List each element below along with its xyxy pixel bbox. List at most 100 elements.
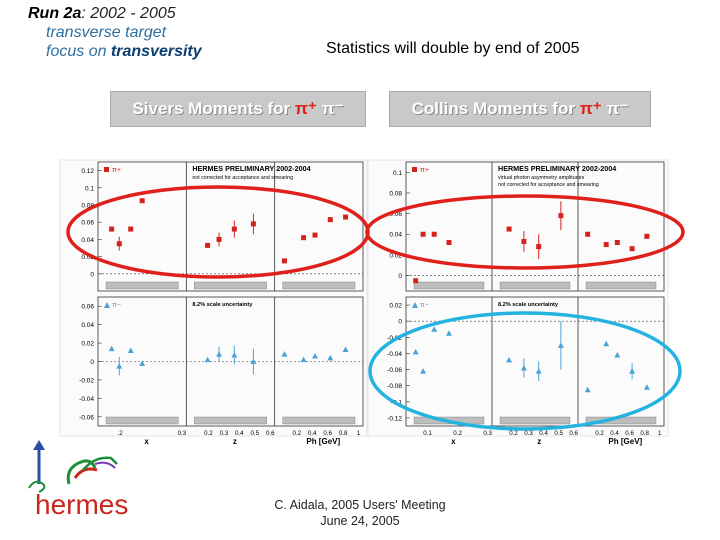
collins-point-pi-minus — [431, 326, 438, 332]
sivers-y-tick-label: 0.04 — [81, 322, 94, 329]
collins-point-pi-minus — [446, 330, 452, 336]
collins-point-pi-minus — [420, 368, 427, 374]
collins-point-pi-plus — [558, 213, 564, 219]
collins-y-tick-label: 0 — [398, 273, 402, 280]
collins-point-pi-plus — [585, 231, 591, 237]
collins-x-tick-label: 0.6 — [625, 430, 634, 437]
collins-x-axis-label: z — [537, 437, 541, 446]
collins-point-pi-plus — [413, 278, 419, 284]
collins-x-tick-label: 0.4 — [539, 430, 548, 437]
sivers-x-axis-label: x — [144, 437, 149, 446]
collins-point-pi-minus — [535, 368, 542, 374]
logo-text: hermes — [35, 489, 128, 518]
collins-point-pi-minus — [643, 384, 650, 390]
sivers-x-tick-label: 0.4 — [308, 430, 317, 437]
sivers-y-tick-label: 0.08 — [81, 203, 94, 210]
logo-swirl-green — [28, 480, 46, 493]
collins-point-pi-minus — [520, 364, 527, 371]
collins-y-tick-label: 0.02 — [389, 252, 402, 259]
sivers-y-tick-label: 0.02 — [81, 341, 94, 348]
sivers-y-tick-label: 0.02 — [81, 254, 94, 261]
collins-legend-marker-0 — [412, 167, 417, 172]
collins-pi-minus-highlight-ellipse — [368, 311, 682, 431]
collins-panel-frame — [405, 161, 665, 292]
sivers-point-pi-minus — [108, 345, 115, 352]
collins-highlight-ellipse — [365, 194, 685, 270]
collins-systematic-band — [413, 281, 485, 290]
sivers-point-pi-minus — [327, 354, 334, 361]
sivers-systematic-band — [105, 281, 179, 290]
sivers-systematic-band — [105, 416, 179, 425]
footer: C. Aidala, 2005 Users' Meeting June 24, … — [230, 497, 490, 529]
collins-x-tick-label: 0.2 — [595, 430, 604, 437]
logo-wing-red — [73, 467, 98, 479]
collins-systematic-band — [499, 281, 571, 290]
sivers-x-axis-label: z — [233, 437, 237, 446]
collins-y-tick-label: -0.08 — [387, 383, 402, 390]
sivers-point-pi-plus — [327, 217, 333, 223]
footer-date: June 24, 2005 — [320, 514, 400, 528]
collins-y-tick-label: -0.06 — [387, 367, 402, 374]
sivers-y-tick-label: 0.12 — [81, 168, 94, 175]
sivers-point-pi-minus — [250, 358, 257, 364]
sivers-y-tick-label: 0.06 — [81, 304, 94, 311]
collins-x-tick-label: 0.1 — [423, 430, 432, 437]
collins-y-tick-label: 0 — [398, 319, 402, 326]
collins-note: not corrected for acceptance and smearin… — [498, 182, 599, 188]
sivers-point-pi-minus — [204, 356, 211, 363]
collins-x-axis-label: x — [451, 437, 456, 446]
sivers-x-tick-label: 0.3 — [220, 430, 229, 437]
sivers-pi-plus: π⁺ — [294, 99, 317, 118]
collins-point-pi-plus — [629, 246, 635, 252]
collins-systematic-band — [499, 416, 571, 425]
transversity-line: focus on transversity — [46, 43, 202, 60]
sivers-systematic-band — [282, 416, 356, 425]
sivers-y-tick-label: 0 — [90, 271, 94, 278]
sivers-y-tick-label: -0.06 — [79, 414, 94, 421]
sivers-y-tick-label: 0.04 — [81, 237, 94, 244]
sivers-point-pi-plus — [116, 241, 122, 247]
sivers-x-tick-label: 0.2 — [204, 430, 213, 437]
sivers-point-pi-minus — [216, 351, 223, 357]
collins-point-pi-plus — [446, 239, 452, 245]
sivers-point-pi-minus — [231, 352, 238, 358]
sivers-panel-frame — [97, 161, 364, 292]
sivers-banner: Sivers Moments for π⁺ π⁻ — [110, 91, 366, 127]
collins-point-pi-plus — [603, 242, 609, 248]
collins-x-tick-label: 0.6 — [569, 430, 578, 437]
sivers-systematic-band — [282, 281, 356, 290]
sivers-point-pi-minus — [139, 360, 146, 366]
run-header: Run 2a: 2002 - 2005 transverse target fo… — [28, 4, 202, 61]
collins-pi-minus: π⁻ — [601, 99, 629, 118]
collins-point-pi-minus — [614, 352, 621, 358]
collins-y-tick-label: 0.06 — [389, 211, 402, 218]
sivers-point-pi-plus — [312, 232, 318, 238]
collins-panel-frame — [405, 296, 665, 427]
sivers-legend-marker-0 — [104, 167, 109, 172]
sivers-x-tick-label: 0.5 — [250, 430, 259, 437]
transversity-word: transversity — [110, 43, 202, 60]
sivers-x-tick-label: 0.3 — [178, 430, 187, 437]
collins-title: HERMES PRELIMINARY 2002-2004 — [498, 164, 616, 173]
collins-point-pi-plus — [420, 231, 426, 237]
sivers-point-pi-plus — [205, 242, 211, 248]
run-label: Run 2a: 2002 - 2005 — [28, 5, 176, 22]
collins-point-pi-minus — [584, 386, 591, 393]
sivers-y-tick-label: -0.02 — [79, 377, 94, 384]
sivers-point-pi-plus — [281, 258, 287, 264]
sivers-y-tick-label: 0.1 — [85, 185, 94, 192]
sivers-point-pi-minus — [342, 346, 349, 353]
run-years: : 2002 - 2005 — [81, 5, 176, 22]
collins-note: virtual photon asymmetry amplitudes — [498, 175, 585, 181]
sivers-x-tick-label: 0.2 — [292, 430, 301, 437]
collins-y-tick-label: -0.04 — [387, 351, 402, 358]
collins-series-label: π+ — [420, 167, 429, 174]
collins-x-tick-label: 0.2 — [509, 430, 518, 437]
sivers-x-tick-label: 0.6 — [323, 430, 332, 437]
logo-wing-purple — [94, 461, 116, 469]
sivers-point-pi-plus — [109, 226, 115, 232]
collins-banner: Collins Moments for π⁺ π⁻ — [389, 91, 651, 127]
sivers-point-pi-plus — [216, 236, 222, 242]
sivers-point-pi-minus — [312, 352, 319, 359]
collins-point-pi-minus — [557, 342, 564, 348]
